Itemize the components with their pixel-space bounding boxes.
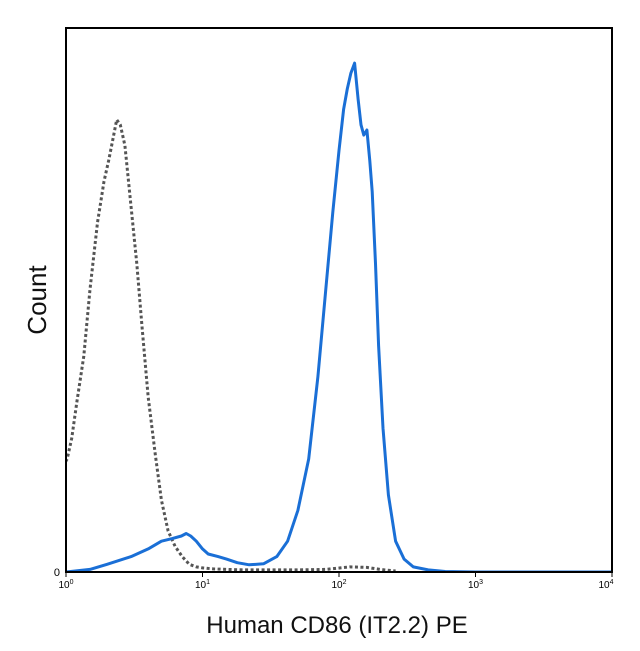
isotype-control-histogram xyxy=(66,118,396,572)
x-tick-label: 100 xyxy=(58,579,73,591)
x-axis-label: Human CD86 (IT2.2) PE xyxy=(206,612,467,639)
x-tick-label: 103 xyxy=(468,579,483,591)
plot-frame xyxy=(65,27,613,573)
x-tick-label: 104 xyxy=(598,579,613,591)
x-tick-label: 101 xyxy=(195,579,210,591)
y-tick-label: 0 xyxy=(54,567,60,579)
y-axis-label: Count xyxy=(22,265,52,335)
x-tick-label: 102 xyxy=(331,579,346,591)
stained-sample-histogram xyxy=(66,61,612,572)
